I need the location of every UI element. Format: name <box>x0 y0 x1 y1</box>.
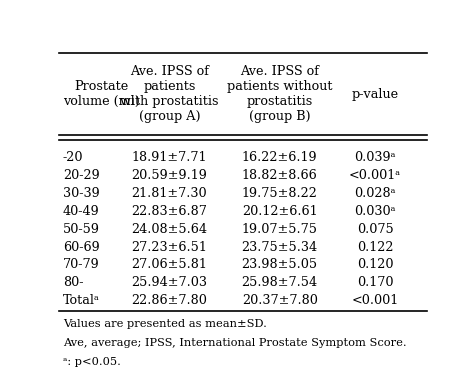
Text: <0.001ᵃ: <0.001ᵃ <box>349 169 401 182</box>
Text: 16.22±6.19: 16.22±6.19 <box>242 151 318 164</box>
Text: 20-29: 20-29 <box>63 169 100 182</box>
Text: Ave, average; IPSS, International Prostate Symptom Score.: Ave, average; IPSS, International Prosta… <box>63 338 407 347</box>
Text: 70-79: 70-79 <box>63 258 100 271</box>
Text: 27.23±6.51: 27.23±6.51 <box>131 240 208 253</box>
Text: 27.06±5.81: 27.06±5.81 <box>131 258 208 271</box>
Text: -20: -20 <box>63 151 83 164</box>
Text: 0.120: 0.120 <box>357 258 393 271</box>
Text: 21.81±7.30: 21.81±7.30 <box>132 187 207 200</box>
Text: 19.75±8.22: 19.75±8.22 <box>242 187 318 200</box>
Text: p-value: p-value <box>352 88 399 101</box>
Text: 0.170: 0.170 <box>357 276 393 289</box>
Text: 23.75±5.34: 23.75±5.34 <box>242 240 318 253</box>
Text: Values are presented as mean±SD.: Values are presented as mean±SD. <box>63 319 267 328</box>
Text: 22.83±6.87: 22.83±6.87 <box>131 205 208 218</box>
Text: 0.030ᵃ: 0.030ᵃ <box>355 205 396 218</box>
Text: 60-69: 60-69 <box>63 240 100 253</box>
Text: 25.94±7.03: 25.94±7.03 <box>131 276 208 289</box>
Text: 20.12±6.61: 20.12±6.61 <box>242 205 318 218</box>
Text: 0.028ᵃ: 0.028ᵃ <box>355 187 396 200</box>
Text: 20.59±9.19: 20.59±9.19 <box>131 169 208 182</box>
Text: ᵃ: p<0.05.: ᵃ: p<0.05. <box>63 357 121 367</box>
Text: Ave. IPSS of
patients
with prostatitis
(group A): Ave. IPSS of patients with prostatitis (… <box>120 65 219 123</box>
Text: 23.98±5.05: 23.98±5.05 <box>242 258 318 271</box>
Text: Prostate
volume (ml): Prostate volume (ml) <box>63 80 140 108</box>
Text: 19.07±5.75: 19.07±5.75 <box>242 223 318 235</box>
Text: 22.86±7.80: 22.86±7.80 <box>131 294 208 307</box>
Text: <0.001: <0.001 <box>352 294 399 307</box>
Text: 20.37±7.80: 20.37±7.80 <box>242 294 318 307</box>
Text: 40-49: 40-49 <box>63 205 100 218</box>
Text: 18.91±7.71: 18.91±7.71 <box>132 151 207 164</box>
Text: 30-39: 30-39 <box>63 187 100 200</box>
Text: 0.075: 0.075 <box>357 223 393 235</box>
Text: 18.82±8.66: 18.82±8.66 <box>242 169 318 182</box>
Text: 24.08±5.64: 24.08±5.64 <box>131 223 208 235</box>
Text: Totalᵃ: Totalᵃ <box>63 294 100 307</box>
Text: 0.122: 0.122 <box>357 240 393 253</box>
Text: 80-: 80- <box>63 276 83 289</box>
Text: 25.98±7.54: 25.98±7.54 <box>242 276 318 289</box>
Text: Ave. IPSS of
patients without
prostatitis
(group B): Ave. IPSS of patients without prostatiti… <box>227 65 332 123</box>
Text: 50-59: 50-59 <box>63 223 100 235</box>
Text: 0.039ᵃ: 0.039ᵃ <box>355 151 396 164</box>
